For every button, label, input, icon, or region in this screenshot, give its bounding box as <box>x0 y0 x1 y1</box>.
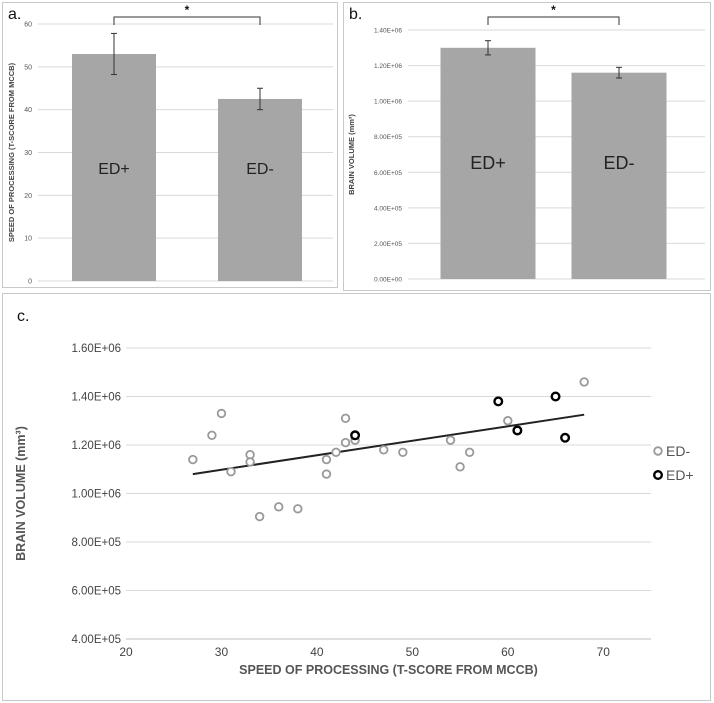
legend-label-ed-plus: ED+ <box>666 467 694 483</box>
panel-c: c. 4.00E+05 6.00E+05 8.00E+05 1.00E+06 1.20E… <box>2 293 711 701</box>
point-ed-minus <box>579 377 589 387</box>
y-tick-label: 1.20E+06 <box>71 440 121 452</box>
y-tick-label: 1.20E+06 <box>374 63 402 70</box>
y-axis-label: BRAIN VOLUME (mm³) <box>14 426 28 561</box>
point-ed-plus <box>493 396 504 407</box>
point-ed-minus <box>254 511 265 522</box>
point-ed-minus <box>226 466 236 477</box>
point-ed-minus <box>340 413 351 424</box>
point-ed-minus <box>293 504 303 514</box>
point-ed-minus <box>379 445 389 455</box>
chart-a: 0 10 20 30 40 50 60 SPEED OF PROCESSING (T-SCOR… <box>7 3 333 286</box>
panel-label-c: c. <box>17 308 30 325</box>
significance-marker: * <box>185 3 190 17</box>
y-tick-label: 10 <box>24 236 32 243</box>
point-ed-minus <box>216 408 227 419</box>
point-ed-minus <box>464 447 475 457</box>
x-tick-label: 20 <box>119 645 133 659</box>
point-ed-minus <box>188 454 198 465</box>
y-tick-label: 8.00E+05 <box>71 537 121 549</box>
point-ed-minus <box>321 469 332 479</box>
y-axis-label: SPEED OF PROCESSING (T-SCORE FROM MCCB) <box>7 62 16 242</box>
point-ed-minus <box>245 457 255 467</box>
x-tick-label: 50 <box>406 645 420 659</box>
trendline <box>192 413 585 476</box>
panel-label-b: b. <box>349 6 363 23</box>
bar-ed-plus <box>440 47 536 280</box>
legend-marker-ed-minus <box>653 446 663 456</box>
y-axis-label: BRAIN VOLUME (mm³) <box>347 114 356 195</box>
x-tick-label: 60 <box>501 645 515 659</box>
panel-a: a. 0 10 20 30 40 50 60 SPEED OF PROCESSING (T-S… <box>2 2 338 288</box>
point-ed-minus <box>321 454 332 465</box>
bar-ed-minus <box>218 98 302 281</box>
y-tick-label: 0 <box>28 279 32 286</box>
point-ed-minus <box>274 502 284 512</box>
y-tick-label: 6.00E+05 <box>71 586 121 598</box>
legend-marker-ed-plus <box>653 469 664 480</box>
y-tick-label: 1.60E+06 <box>71 343 121 355</box>
point-ed-minus <box>331 447 341 457</box>
chart-b: 0.00E+00 2.00E+05 4.00E+05 6.00E+05 8.00E+05… <box>347 3 705 284</box>
point-ed-minus <box>455 462 465 472</box>
bar-ed-minus <box>571 72 667 279</box>
significance-marker: * <box>551 3 556 17</box>
point-ed-plus <box>350 430 361 441</box>
y-tick-label: 1.00E+06 <box>71 489 121 501</box>
y-tick-label: 8.00E+05 <box>374 134 402 141</box>
y-tick-label: 6.00E+05 <box>374 170 402 177</box>
point-ed-plus <box>550 391 561 402</box>
x-tick-label: 30 <box>215 645 229 659</box>
x-tick-label: 70 <box>597 645 611 659</box>
point-ed-minus <box>445 435 456 445</box>
bar-ed-plus <box>72 53 156 281</box>
significance-bracket <box>113 16 261 25</box>
panel-label-a: a. <box>8 6 22 23</box>
y-tick-label: 4.00E+05 <box>71 634 121 646</box>
y-tick-label: 20 <box>24 193 32 200</box>
bar-category-label: ED- <box>246 161 274 178</box>
y-tick-label: 30 <box>24 150 32 157</box>
bar-category-label: ED- <box>604 153 635 173</box>
legend-label-ed-minus: ED- <box>666 443 690 459</box>
y-tick-label: 1.00E+06 <box>374 99 402 106</box>
bar-category-label: ED+ <box>98 161 130 178</box>
x-tick-label: 40 <box>310 645 324 659</box>
bar-category-label: ED+ <box>470 153 506 173</box>
panel-b: b. 0.00E+00 2.00E+05 4.00E+05 6.00E+05 8.00E… <box>343 2 711 291</box>
x-axis-label: SPEED OF PROCESSING (T-SCORE FROM MCCB) <box>239 663 538 677</box>
point-ed-minus <box>207 430 217 440</box>
y-tick-label: 0.00E+00 <box>374 277 402 284</box>
y-tick-label: 60 <box>24 22 32 29</box>
point-ed-minus <box>503 416 513 426</box>
y-tick-label: 1.40E+06 <box>374 28 402 35</box>
point-ed-minus <box>398 447 408 457</box>
chart-c: 4.00E+05 6.00E+05 8.00E+05 1.00E+06 1.20E+06… <box>14 343 694 677</box>
point-ed-plus <box>560 432 571 443</box>
point-ed-minus <box>340 437 351 448</box>
y-tick-label: 4.00E+05 <box>374 205 402 212</box>
y-tick-label: 2.00E+05 <box>374 241 402 248</box>
y-tick-label: 1.40E+06 <box>71 392 121 404</box>
y-tick-label: 40 <box>24 107 32 114</box>
significance-bracket <box>487 16 620 25</box>
point-ed-plus <box>512 425 523 436</box>
y-tick-label: 50 <box>24 64 32 71</box>
